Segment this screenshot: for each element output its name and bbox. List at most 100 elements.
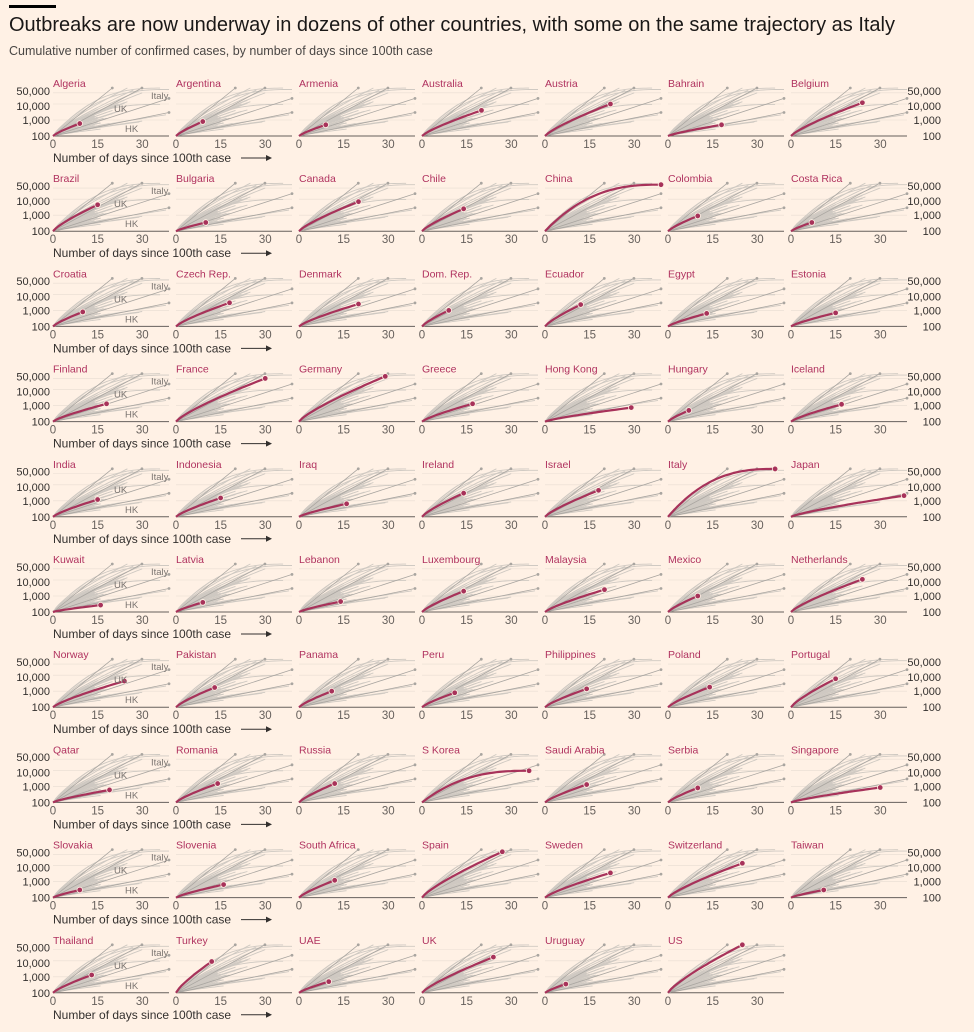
x-tick-label: 30	[751, 425, 764, 437]
y-tick-label: 50,000	[907, 562, 941, 574]
doubling-guide-end	[140, 86, 144, 90]
x-tick-label: 15	[460, 805, 473, 817]
doubling-guide-line	[298, 207, 416, 232]
doubling-guide-line	[544, 207, 662, 232]
y-tick-label: 1,000	[913, 591, 941, 603]
reference-label-italy: Italy	[151, 567, 169, 578]
highlight-series-line	[544, 303, 582, 328]
doubling-guide-end	[848, 277, 852, 280]
country-label: Belgium	[791, 78, 829, 90]
latest-value-marker	[859, 576, 866, 583]
doubling-guide-line	[667, 373, 728, 422]
chart-title: Outbreaks are now underway in dozens of …	[9, 14, 895, 36]
highlight-series-line	[175, 120, 204, 137]
background-series-line	[52, 389, 89, 422]
x-tick-label: 30	[751, 710, 764, 722]
x-tick-label: 0	[788, 234, 794, 246]
highlight-series-line	[544, 406, 632, 423]
doubling-guide-end	[290, 111, 294, 114]
doubling-guide-end	[878, 372, 882, 375]
y-tick-label: 50,000	[907, 467, 941, 479]
reference-label-hk: HK	[125, 410, 139, 421]
background-series-line	[52, 385, 125, 422]
y-tick-label: 100	[923, 226, 941, 238]
doubling-guide-line	[175, 397, 293, 422]
highlight-series-line	[298, 375, 386, 423]
background-series-line	[175, 199, 212, 232]
y-tick-label: 10,000	[16, 101, 50, 113]
reference-label-italy: Italy	[151, 377, 169, 388]
doubling-guide-end	[848, 372, 852, 375]
doubling-guide-end	[290, 396, 294, 400]
latest-value-marker	[211, 684, 218, 691]
doubling-guide-line	[421, 373, 482, 422]
x-tick-label: 15	[214, 520, 227, 532]
doubling-guide-line	[790, 397, 908, 422]
background-series-line	[175, 120, 266, 137]
y-tick-label: 100	[923, 417, 941, 429]
x-axis-title: Number of days since 100th case	[53, 246, 231, 260]
doubling-guide-end	[509, 657, 513, 661]
doubling-guide-line	[667, 98, 785, 137]
doubling-guide-end	[167, 301, 171, 305]
background-series-line	[298, 120, 389, 137]
x-tick-label: 0	[173, 139, 179, 151]
y-tick-label: 1,000	[22, 781, 50, 793]
doubling-guide-line	[52, 373, 143, 422]
background-series-line	[790, 215, 881, 232]
doubling-guide-end	[263, 467, 267, 471]
latest-value-marker	[577, 301, 584, 308]
doubling-guide-end	[536, 777, 540, 781]
background-series-line	[52, 182, 128, 232]
highlight-series-line	[298, 200, 359, 233]
background-series-line	[175, 215, 266, 232]
background-series-line	[298, 290, 371, 327]
country-label: Denmark	[299, 268, 342, 280]
background-series-line	[790, 195, 863, 232]
background-series-line	[667, 215, 758, 232]
background-series-line	[421, 311, 512, 327]
y-tick-label: 1,000	[913, 781, 941, 793]
background-series-line	[544, 195, 617, 232]
x-tick-label: 30	[505, 425, 518, 437]
x-tick-label: 15	[91, 615, 104, 627]
background-series-line	[544, 104, 581, 137]
doubling-guide-end	[536, 111, 540, 114]
latest-value-marker	[460, 587, 467, 595]
doubling-guide-end	[536, 573, 540, 576]
doubling-guide-line	[421, 383, 539, 422]
x-tick-label: 15	[460, 425, 473, 437]
doubling-guide-end	[782, 491, 786, 495]
x-tick-label: 15	[829, 139, 842, 151]
country-label: Bahrain	[668, 78, 704, 90]
latest-value-marker	[595, 487, 602, 494]
reference-label-italy: Italy	[151, 281, 169, 292]
doubling-guide-end	[509, 86, 513, 90]
x-tick-label: 15	[706, 520, 719, 532]
background-series-line	[667, 277, 743, 327]
background-series-line	[175, 311, 266, 327]
doubling-guide-line	[421, 373, 512, 422]
doubling-guide-line	[421, 278, 512, 327]
doubling-guide-end	[602, 467, 606, 471]
y-tick-label: 50,000	[907, 657, 941, 669]
background-series-line	[421, 373, 497, 422]
doubling-guide-end	[725, 181, 729, 185]
x-axis-title: Number of days since 100th case	[53, 532, 231, 546]
background-series-line	[175, 182, 251, 232]
doubling-guide-end	[782, 111, 786, 114]
doubling-guide-end	[479, 657, 483, 661]
doubling-guide-line	[790, 754, 881, 803]
latest-value-marker	[94, 201, 101, 208]
x-tick-label: 0	[296, 710, 302, 722]
doubling-guide-end	[110, 562, 114, 566]
background-series-line	[667, 290, 740, 327]
doubling-guide-end	[290, 763, 294, 767]
x-tick-label: 0	[665, 615, 671, 627]
